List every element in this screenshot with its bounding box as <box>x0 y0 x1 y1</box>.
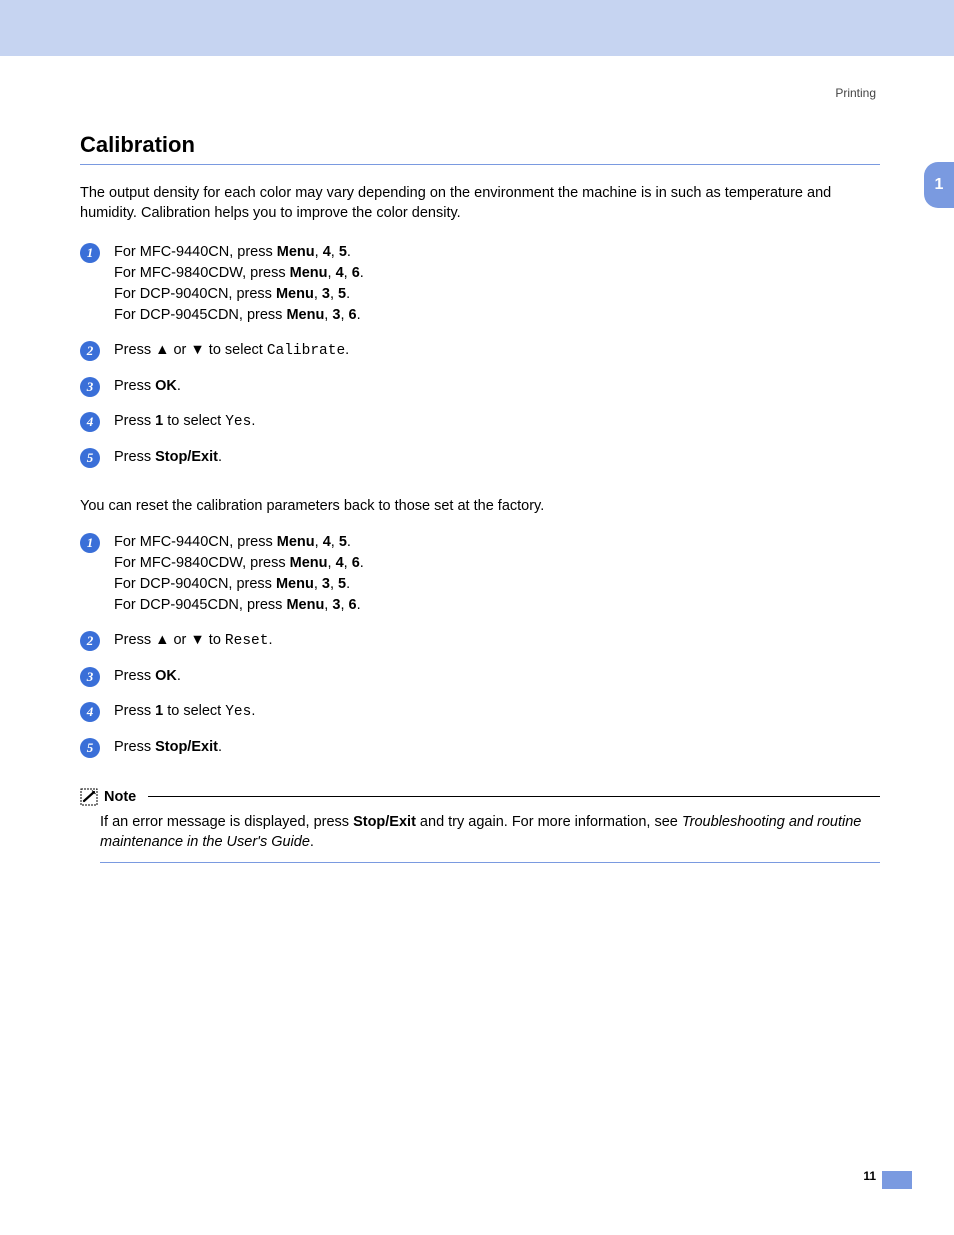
top-band <box>0 0 954 56</box>
step-body: Press Stop/Exit. <box>114 447 880 468</box>
step-number: 4 <box>80 412 100 432</box>
note-body: If an error message is displayed, press … <box>100 812 880 864</box>
reset-intro-paragraph: You can reset the calibration parameters… <box>80 498 880 514</box>
step: 2 Press ▲ or ▼ to select Calibrate. <box>80 340 880 362</box>
chapter-tab-label: 1 <box>935 176 944 194</box>
step: 1 For MFC-9440CN, press Menu, 4, 5.For MF… <box>80 242 880 326</box>
step-number: 5 <box>80 738 100 758</box>
note-header: Note <box>80 788 880 806</box>
step-body: Press Stop/Exit. <box>114 737 880 758</box>
step-number: 1 <box>80 533 100 553</box>
step-number: 3 <box>80 377 100 397</box>
step: 4 Press 1 to select Yes. <box>80 411 880 433</box>
step: 1 For MFC-9440CN, press Menu, 4, 5.For MF… <box>80 532 880 616</box>
step: 2 Press ▲ or ▼ to Reset. <box>80 630 880 652</box>
step-number: 2 <box>80 631 100 651</box>
step-body: Press 1 to select Yes. <box>114 701 880 723</box>
note-label: Note <box>104 789 136 805</box>
step-body: Press 1 to select Yes. <box>114 411 880 433</box>
step-number: 4 <box>80 702 100 722</box>
step: 3 Press OK. <box>80 376 880 397</box>
content-area: Calibration The output density for each … <box>80 132 880 863</box>
step-number: 3 <box>80 667 100 687</box>
step-body: Press ▲ or ▼ to select Calibrate. <box>114 340 880 362</box>
page-accent <box>882 1171 912 1189</box>
step-body: For MFC-9440CN, press Menu, 4, 5.For MFC… <box>114 242 880 326</box>
step-number: 2 <box>80 341 100 361</box>
note-icon <box>80 788 98 806</box>
steps-calibrate: 1 For MFC-9440CN, press Menu, 4, 5.For MF… <box>80 242 880 468</box>
note-block: Note If an error message is displayed, p… <box>80 788 880 864</box>
note-rule <box>148 796 880 797</box>
page-number: 11 <box>863 1169 876 1183</box>
step-number: 1 <box>80 243 100 263</box>
step-number: 5 <box>80 448 100 468</box>
steps-reset: 1 For MFC-9440CN, press Menu, 4, 5.For MF… <box>80 532 880 758</box>
step: 5 Press Stop/Exit. <box>80 737 880 758</box>
header-section-label: Printing <box>835 86 876 100</box>
step-body: Press ▲ or ▼ to Reset. <box>114 630 880 652</box>
step: 4 Press 1 to select Yes. <box>80 701 880 723</box>
step: 5 Press Stop/Exit. <box>80 447 880 468</box>
chapter-tab: 1 <box>924 162 954 208</box>
step-body: For MFC-9440CN, press Menu, 4, 5.For MFC… <box>114 532 880 616</box>
section-title: Calibration <box>80 132 880 165</box>
step-body: Press OK. <box>114 376 880 397</box>
step-body: Press OK. <box>114 666 880 687</box>
intro-paragraph: The output density for each color may va… <box>80 183 880 224</box>
step: 3 Press OK. <box>80 666 880 687</box>
